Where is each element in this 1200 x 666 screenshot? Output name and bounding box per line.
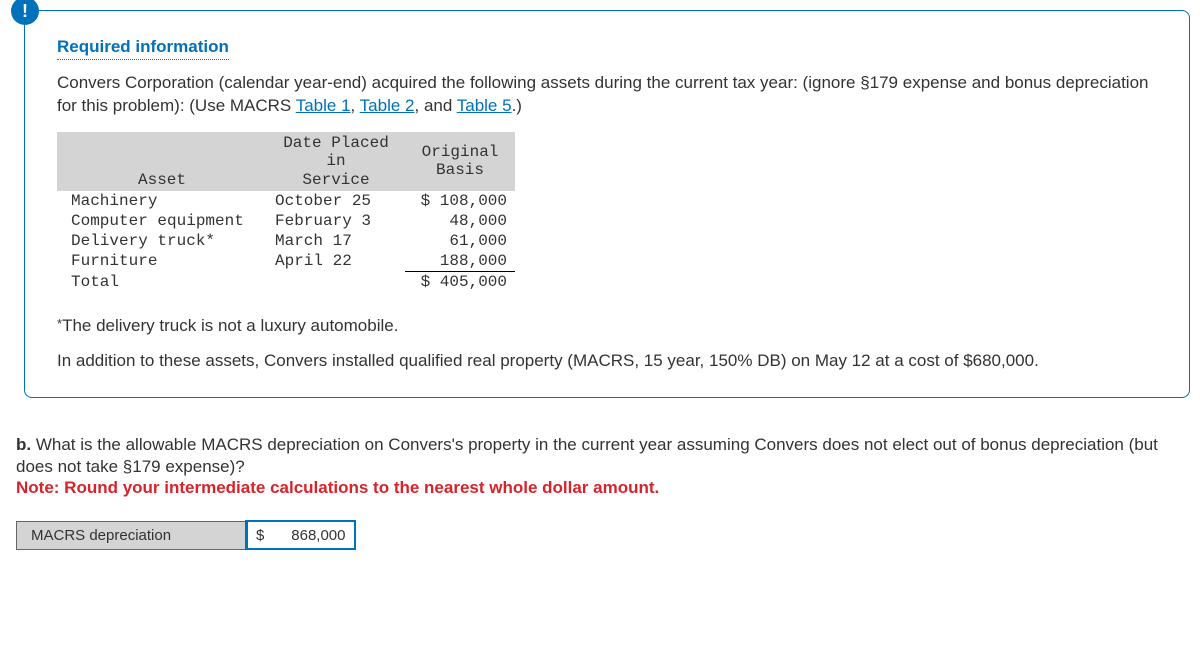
currency-symbol: $ (256, 527, 264, 544)
answer-row: MACRS depreciation $868,000 (16, 520, 1190, 550)
footnote-text: The delivery truck is not a luxury autom… (62, 316, 398, 335)
col-basis-header: Original Basis (405, 132, 515, 191)
total-basis-cell: $ 405,000 (405, 272, 515, 293)
table-row: Delivery truck* March 17 61,000 (57, 231, 515, 251)
question-body: What is the allowable MACRS depreciation… (16, 435, 1158, 476)
info-box: ! Required information Convers Corporati… (24, 10, 1190, 398)
alert-icon: ! (11, 0, 39, 25)
basis-cell: 61,000 (405, 231, 515, 251)
note-red: Note: Round your intermediate calculatio… (16, 478, 1190, 498)
table-row: Computer equipment February 3 48,000 (57, 211, 515, 231)
basis-cell: 48,000 (405, 211, 515, 231)
table-row: Machinery October 25 $ 108,000 (57, 191, 515, 211)
col-basis-line2: Basis (436, 161, 484, 179)
link-table-2[interactable]: Table 2 (360, 96, 415, 115)
answer-value: 868,000 (291, 527, 345, 544)
sep1: , (351, 96, 360, 115)
col-date-line1: Date Placed in (283, 134, 389, 170)
intro-text: Convers Corporation (calendar year-end) … (57, 73, 1148, 115)
table-total-row: Total $ 405,000 (57, 272, 515, 293)
date-cell: October 25 (267, 191, 405, 211)
asset-cell: Furniture (57, 251, 267, 272)
asset-cell: Delivery truck* (57, 231, 267, 251)
date-cell: March 17 (267, 231, 405, 251)
asset-cell: Machinery (57, 191, 267, 211)
asset-cell: Computer equipment (57, 211, 267, 231)
footnote: *The delivery truck is not a luxury auto… (57, 316, 1157, 336)
question-block: b. What is the allowable MACRS depreciat… (16, 434, 1190, 550)
intro-suffix: .) (512, 96, 522, 115)
intro-paragraph: Convers Corporation (calendar year-end) … (57, 72, 1157, 118)
question-text: b. What is the allowable MACRS depreciat… (16, 434, 1190, 478)
total-date-cell (267, 272, 405, 293)
table-row: Furniture April 22 188,000 (57, 251, 515, 272)
asset-table: Asset Date Placed in Service Original Ba… (57, 132, 515, 292)
additional-info: In addition to these assets, Convers ins… (57, 350, 1157, 373)
part-label: b. (16, 435, 36, 454)
date-cell: February 3 (267, 211, 405, 231)
date-cell: April 22 (267, 251, 405, 272)
col-asset-header: Asset (57, 132, 267, 191)
basis-cell: $ 108,000 (405, 191, 515, 211)
col-basis-line1: Original (422, 143, 499, 161)
col-date-header: Date Placed in Service (267, 132, 405, 191)
answer-input[interactable]: $868,000 (247, 521, 355, 549)
basis-cell: 188,000 (405, 251, 515, 272)
required-info-heading: Required information (57, 37, 229, 60)
total-label-cell: Total (57, 272, 267, 293)
col-date-line2: Service (302, 171, 369, 189)
link-table-5[interactable]: Table 5 (457, 96, 512, 115)
sep2: , and (415, 96, 457, 115)
link-table-1[interactable]: Table 1 (296, 96, 351, 115)
answer-label: MACRS depreciation (17, 521, 247, 549)
